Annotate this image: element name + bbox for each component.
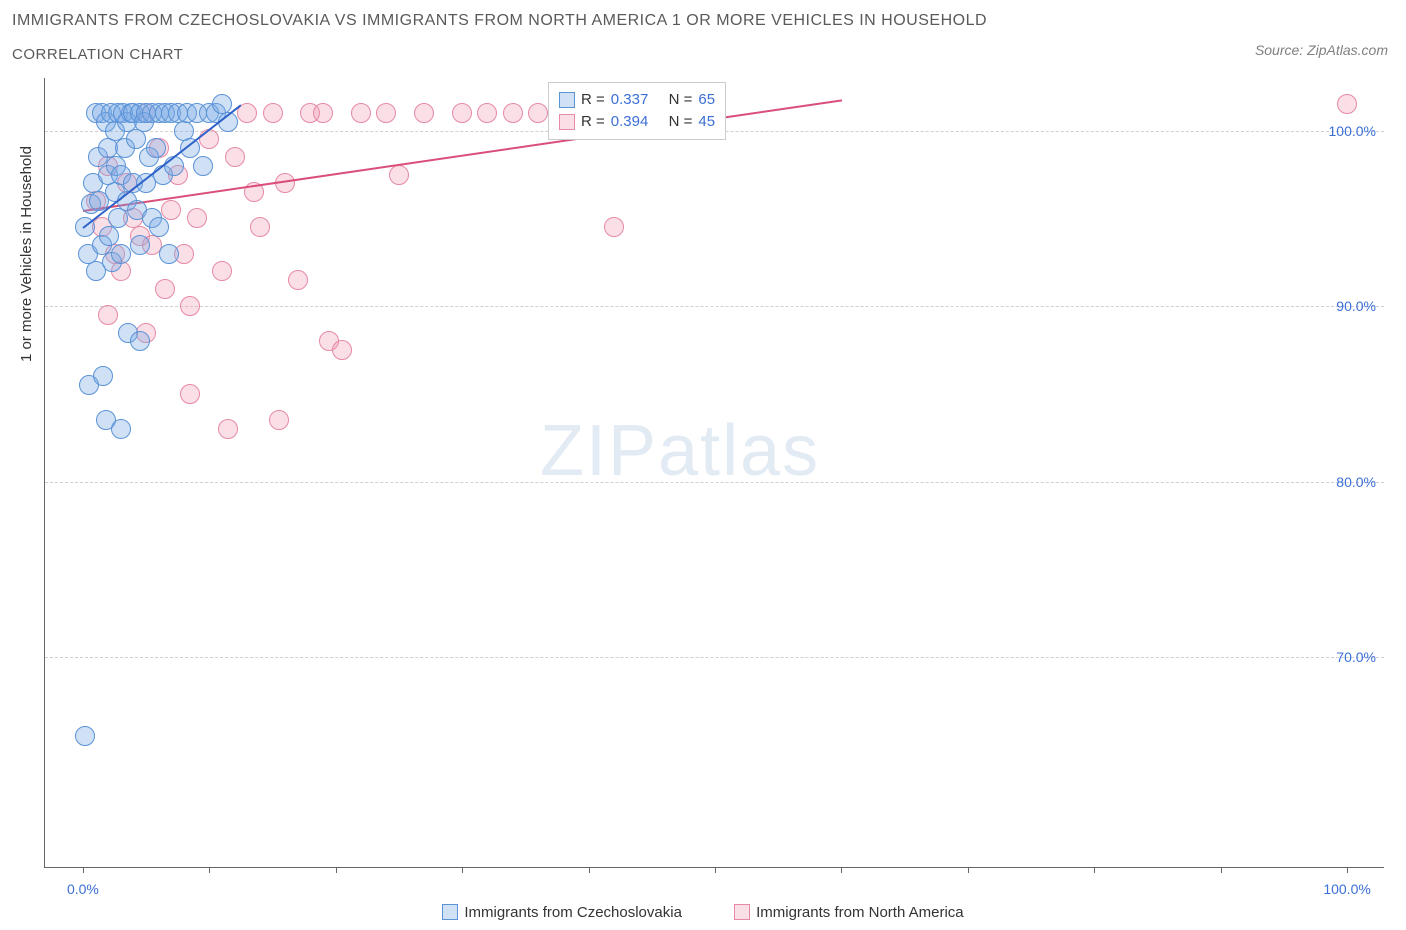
swatch-series-b bbox=[559, 114, 575, 130]
data-point bbox=[126, 129, 146, 149]
data-point bbox=[604, 217, 624, 237]
x-tick bbox=[1347, 867, 1348, 873]
x-tick bbox=[968, 867, 969, 873]
data-point bbox=[161, 200, 181, 220]
n-value-b: 45 bbox=[698, 111, 715, 133]
r-value-b: 0.394 bbox=[611, 111, 649, 133]
data-point bbox=[111, 419, 131, 439]
data-point bbox=[503, 103, 523, 123]
r-label: R = bbox=[581, 89, 605, 111]
r-label: R = bbox=[581, 111, 605, 133]
data-point bbox=[1337, 94, 1357, 114]
data-point bbox=[155, 279, 175, 299]
data-point bbox=[414, 103, 434, 123]
chart-subtitle: CORRELATION CHART bbox=[12, 46, 183, 63]
data-point bbox=[99, 226, 119, 246]
data-point bbox=[269, 410, 289, 430]
n-label: N = bbox=[669, 111, 693, 133]
x-tick bbox=[336, 867, 337, 873]
x-tick bbox=[841, 867, 842, 873]
n-label: N = bbox=[669, 89, 693, 111]
data-point bbox=[164, 156, 184, 176]
x-tick bbox=[83, 867, 84, 873]
x-tick bbox=[715, 867, 716, 873]
y-axis-label: 1 or more Vehicles in Household bbox=[18, 146, 35, 362]
legend-row-a: R = 0.337 N = 65 bbox=[559, 89, 715, 111]
source-attribution: Source: ZipAtlas.com bbox=[1255, 42, 1388, 58]
x-tick bbox=[209, 867, 210, 873]
x-tick-label: 0.0% bbox=[67, 881, 99, 897]
data-point bbox=[130, 235, 150, 255]
x-tick bbox=[462, 867, 463, 873]
data-point bbox=[187, 208, 207, 228]
x-tick bbox=[1094, 867, 1095, 873]
data-point bbox=[452, 103, 472, 123]
data-point bbox=[159, 244, 179, 264]
data-point bbox=[111, 244, 131, 264]
data-point bbox=[180, 384, 200, 404]
data-point bbox=[108, 208, 128, 228]
data-point bbox=[180, 296, 200, 316]
data-point bbox=[225, 147, 245, 167]
legend-row-b: R = 0.394 N = 45 bbox=[559, 111, 715, 133]
data-point bbox=[376, 103, 396, 123]
data-point bbox=[146, 138, 166, 158]
series-b-name: Immigrants from North America bbox=[756, 904, 964, 921]
series-legend: Immigrants from Czechoslovakia Immigrant… bbox=[0, 904, 1406, 925]
data-point bbox=[351, 103, 371, 123]
y-tick-label: 70.0% bbox=[1336, 649, 1376, 665]
r-value-a: 0.337 bbox=[611, 89, 649, 111]
data-point bbox=[149, 217, 169, 237]
swatch-series-b bbox=[734, 904, 750, 920]
data-point bbox=[263, 103, 283, 123]
scatter-plot-area: 100.0%90.0%80.0%70.0%0.0%100.0% bbox=[44, 78, 1384, 868]
data-point bbox=[130, 331, 150, 351]
data-point bbox=[218, 419, 238, 439]
y-tick-label: 90.0% bbox=[1336, 298, 1376, 314]
y-tick-label: 100.0% bbox=[1329, 123, 1376, 139]
n-value-a: 65 bbox=[698, 89, 715, 111]
legend-item-b: Immigrants from North America bbox=[734, 904, 964, 921]
data-point bbox=[389, 165, 409, 185]
data-point bbox=[98, 305, 118, 325]
data-point bbox=[250, 217, 270, 237]
data-point bbox=[212, 261, 232, 281]
x-tick bbox=[1221, 867, 1222, 873]
swatch-series-a bbox=[442, 904, 458, 920]
gridline bbox=[45, 657, 1384, 658]
x-tick bbox=[589, 867, 590, 873]
data-point bbox=[332, 340, 352, 360]
x-tick-label: 100.0% bbox=[1323, 881, 1370, 897]
data-point bbox=[288, 270, 308, 290]
series-a-name: Immigrants from Czechoslovakia bbox=[464, 904, 682, 921]
data-point bbox=[75, 726, 95, 746]
data-point bbox=[528, 103, 548, 123]
data-point bbox=[477, 103, 497, 123]
data-point bbox=[313, 103, 333, 123]
correlation-legend: R = 0.337 N = 65 R = 0.394 N = 45 bbox=[548, 82, 726, 140]
data-point bbox=[193, 156, 213, 176]
gridline bbox=[45, 482, 1384, 483]
legend-item-a: Immigrants from Czechoslovakia bbox=[442, 904, 682, 921]
chart-title: IMMIGRANTS FROM CZECHOSLOVAKIA VS IMMIGR… bbox=[12, 12, 987, 30]
data-point bbox=[93, 366, 113, 386]
gridline bbox=[45, 306, 1384, 307]
swatch-series-a bbox=[559, 92, 575, 108]
y-tick-label: 80.0% bbox=[1336, 474, 1376, 490]
